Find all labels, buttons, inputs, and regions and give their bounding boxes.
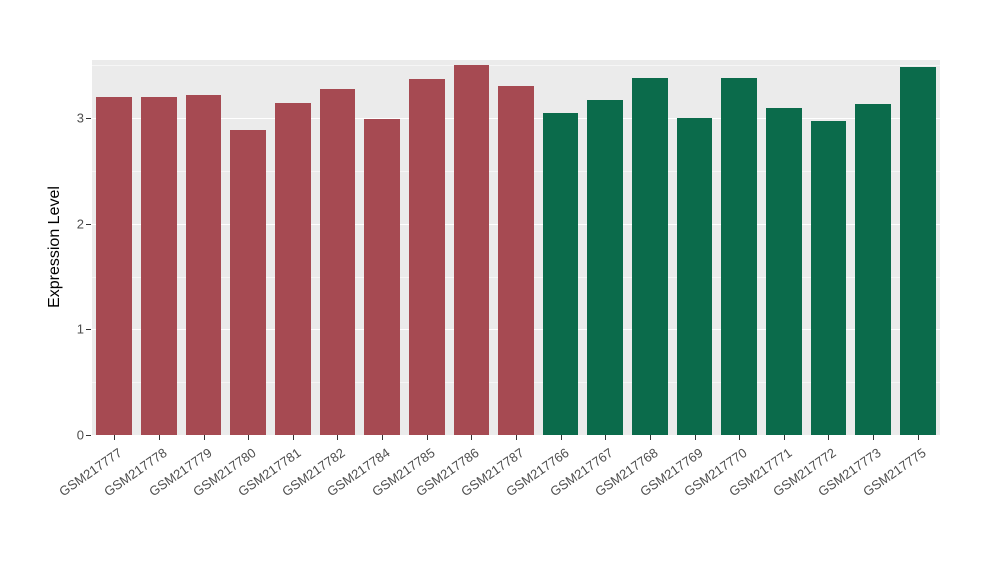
y-tick-label: 1 (76, 321, 84, 337)
bar-GSM217766 (542, 112, 579, 435)
y-tick-label: 3 (76, 110, 84, 126)
x-tick-mark (694, 435, 696, 440)
x-tick-mark (382, 435, 384, 440)
y-tick-mark (86, 118, 91, 120)
y-tick-label: 0 (76, 427, 84, 443)
x-tick-mark (783, 435, 785, 440)
x-tick-mark (158, 435, 160, 440)
x-tick-mark (873, 435, 875, 440)
x-tick-mark (426, 435, 428, 440)
x-tick-mark (203, 435, 205, 440)
x-tick-mark (292, 435, 294, 440)
y-tick-label: 2 (76, 216, 84, 232)
bar-GSM217777 (96, 96, 133, 435)
x-tick-mark (516, 435, 517, 440)
x-tick-mark (605, 435, 607, 440)
x-tick-mark (248, 435, 250, 440)
bar-GSM217780 (230, 129, 267, 435)
bar-GSM217769 (676, 118, 713, 435)
bar-GSM217781 (274, 103, 311, 435)
x-tick-mark (471, 435, 473, 440)
gridline-minor (92, 65, 940, 67)
y-axis-title: Expression Level (46, 186, 63, 308)
bar-GSM217787 (498, 86, 534, 435)
x-tick-mark (649, 435, 651, 440)
x-tick-mark (828, 435, 830, 440)
bar-GSM217778 (141, 96, 177, 435)
x-tick-mark (739, 435, 741, 440)
y-tick-mark (86, 435, 91, 436)
bar-GSM217782 (319, 88, 356, 435)
bar-GSM217779 (185, 94, 222, 435)
y-tick-mark (86, 329, 91, 331)
bar-GSM217785 (408, 79, 445, 435)
bar-GSM217767 (587, 100, 624, 435)
plot-panel (92, 60, 940, 436)
bar-GSM217775 (899, 67, 936, 435)
bar-GSM217773 (855, 104, 891, 435)
bar-GSM217768 (632, 77, 668, 435)
x-tick-mark (337, 435, 339, 440)
x-tick-mark (114, 435, 116, 440)
bar-GSM217771 (765, 107, 802, 435)
bar-GSM217772 (810, 121, 847, 435)
x-tick-mark (917, 435, 919, 440)
bar-GSM217786 (453, 65, 490, 435)
y-tick-mark (86, 223, 91, 225)
bar-GSM217770 (721, 77, 757, 435)
x-tick-mark (560, 435, 562, 440)
bar-GSM217784 (364, 119, 400, 435)
